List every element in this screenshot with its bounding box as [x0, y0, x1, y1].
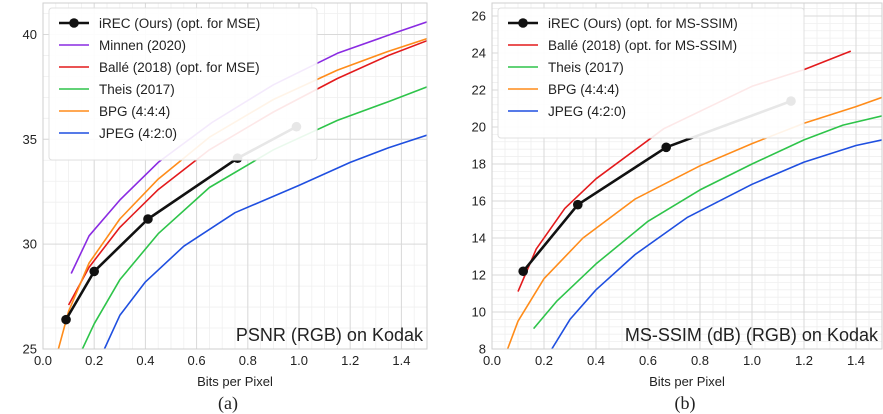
legend-label: Theis (2017): [99, 82, 175, 97]
series-point: [661, 142, 671, 153]
chart-panel-0: 0.0 0.2 0.4 0.6 0.8 1.0 1.2 1.4 25 30 35 40 iREC (Ou…: [23, 2, 428, 414]
chart-panel-1: 0.0 0.2 0.4 0.6 0.8 1.0 1.2 1.4 8 10 12 14 16 18 20 22 2…: [472, 2, 883, 414]
y-tick-label: 40: [23, 27, 37, 42]
x-tick-label: 0.4: [587, 353, 605, 368]
x-axis-label: Bits per Pixel: [649, 374, 725, 389]
legend-label: Minnen (2020): [99, 38, 186, 53]
series-point: [143, 214, 153, 224]
series-point: [61, 314, 71, 325]
chart-title: MS-SSIM (dB) (RGB) on Kodak: [625, 325, 879, 345]
y-tick-label: 16: [472, 193, 486, 208]
series-point: [573, 199, 583, 210]
legend-label: iREC (Ours) (opt. for MS-SSIM): [548, 16, 738, 31]
x-axis-label: Bits per Pixel: [197, 374, 273, 389]
series-point: [89, 266, 99, 277]
legend-label: Ballé (2018) (opt. for MS-SSIM): [548, 38, 737, 53]
x-tick-label: 0.0: [483, 353, 501, 368]
figure-caption: (a): [218, 393, 238, 414]
series-line-3: [506, 96, 882, 349]
legend-box: [497, 7, 805, 139]
x-tick-label: 0.2: [535, 353, 553, 368]
figure-caption: (b): [675, 393, 696, 414]
x-tick-label: 1.2: [341, 353, 359, 368]
axes-frame: [42, 2, 428, 350]
series-line-2: [532, 115, 882, 330]
y-tick-label: 24: [472, 45, 486, 60]
y-tick-label: 20: [472, 119, 486, 134]
series-line-3: [81, 86, 427, 349]
x-tick-label: 0.0: [34, 353, 52, 368]
y-tick-label: 8: [479, 342, 486, 357]
y-tick-label: 30: [23, 237, 37, 252]
x-tick-label: 0.2: [85, 353, 103, 368]
y-tick-label: 22: [472, 82, 486, 97]
legend-label: iREC (Ours) (opt. for MSE): [99, 16, 260, 31]
y-tick-label: 10: [472, 304, 486, 319]
series-line-5: [103, 134, 427, 349]
legend-label: BPG (4:4:4): [548, 82, 619, 97]
y-tick-label: 26: [472, 8, 486, 23]
legend-marker: [69, 18, 79, 28]
legend-label: JPEG (4:2:0): [548, 104, 626, 119]
legend-box: [48, 7, 318, 161]
legend-label: JPEG (4:2:0): [99, 126, 177, 141]
x-tick-label: 1.4: [392, 353, 410, 368]
y-tick-label: 14: [472, 230, 486, 245]
x-tick-label: 1.2: [795, 353, 813, 368]
x-tick-label: 0.6: [188, 353, 206, 368]
chart-title: PSNR (RGB) on Kodak: [236, 325, 424, 345]
x-tick-label: 0.4: [136, 353, 154, 368]
legend-label: Theis (2017): [548, 60, 624, 75]
x-tick-label: 0.6: [639, 353, 657, 368]
legend-marker: [518, 18, 528, 28]
x-tick-label: 1.4: [847, 353, 865, 368]
series-point: [518, 266, 528, 277]
x-tick-label: 0.8: [239, 353, 257, 368]
y-tick-label: 12: [472, 267, 486, 282]
x-tick-label: 1.0: [290, 353, 308, 368]
x-tick-label: 1.0: [743, 353, 761, 368]
x-tick-label: 0.8: [691, 353, 709, 368]
legend-label: Ballé (2018) (opt. for MSE): [99, 60, 260, 75]
y-tick-label: 35: [23, 132, 37, 147]
legend-label: BPG (4:4:4): [99, 104, 170, 119]
axes-frame: [491, 2, 883, 350]
y-tick-label: 25: [23, 342, 37, 357]
series-line-4: [551, 139, 882, 349]
y-tick-label: 18: [472, 156, 486, 171]
